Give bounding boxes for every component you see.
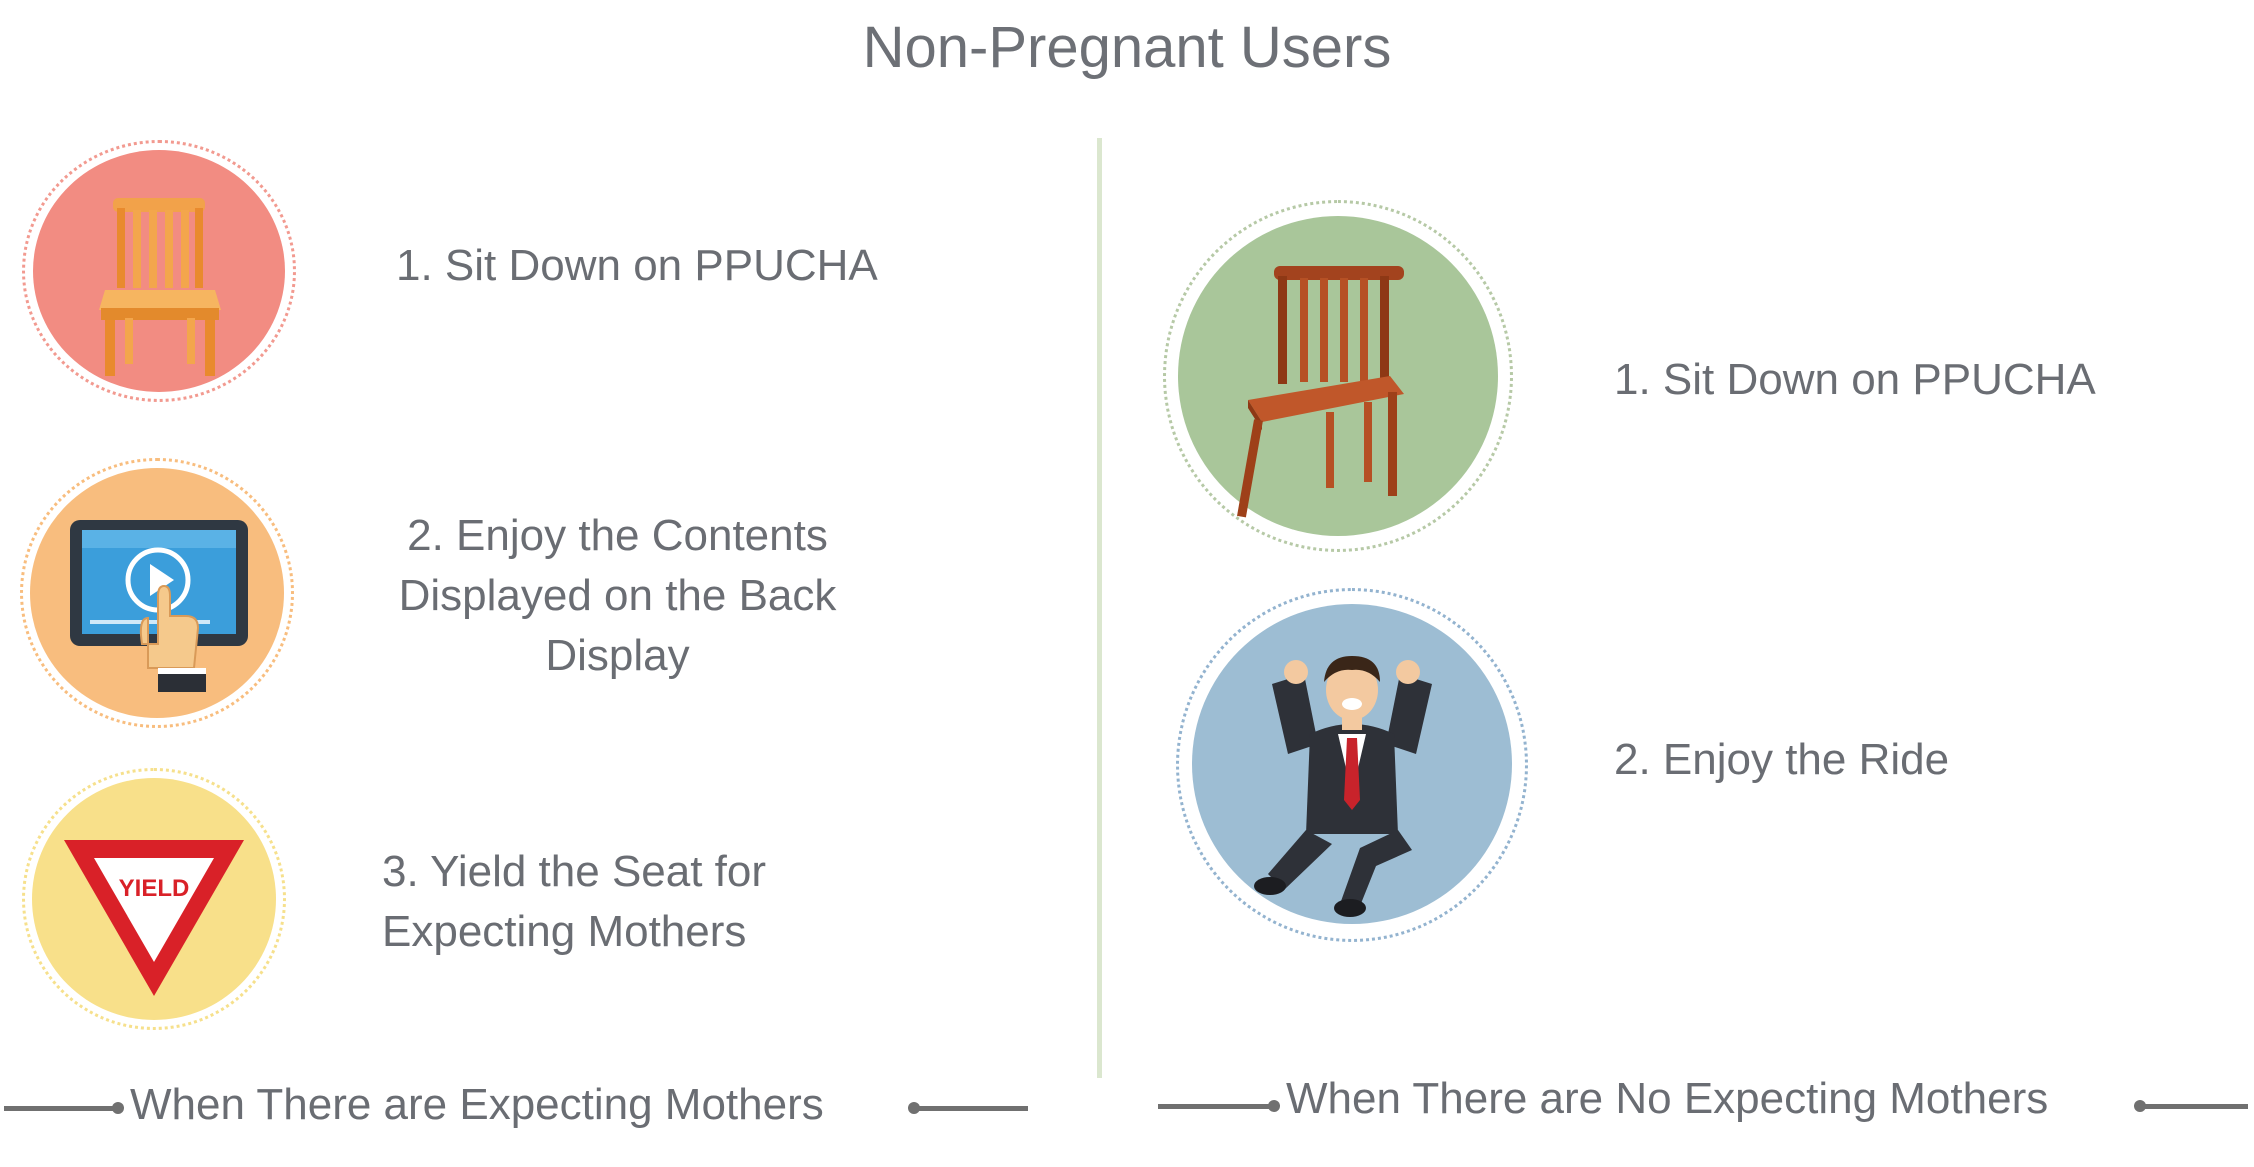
jumping-man-icon	[1192, 604, 1512, 924]
step-text: 3. Yield the Seat for Expecting Mothers	[382, 842, 766, 962]
step-text-line: 3. Yield the Seat for	[382, 847, 767, 896]
footer-line-left	[4, 1106, 116, 1111]
wooden-chair-icon	[1178, 216, 1498, 536]
step-text-line: Display	[545, 631, 690, 680]
step-text-line: Expecting Mothers	[382, 907, 747, 956]
step-text: 1. Sit Down on PPUCHA	[1614, 355, 2096, 404]
step-text-line: 2. Enjoy the Contents	[407, 511, 828, 560]
footer-line-right	[914, 1106, 1028, 1111]
step-ring	[1163, 200, 1513, 552]
tablet-touch-icon	[30, 468, 284, 718]
yield-sign-icon: YIELD	[32, 778, 276, 1020]
wooden-chair-icon	[33, 150, 285, 392]
footer-line-left	[1158, 1104, 1274, 1109]
footer-line-right	[2140, 1104, 2248, 1109]
footer-dot	[112, 1102, 124, 1114]
panel-divider	[1097, 138, 1102, 1078]
step-ring	[1176, 588, 1528, 942]
step-ring	[20, 458, 294, 728]
page-title: Non-Pregnant Users	[862, 15, 1392, 80]
step-ring	[22, 768, 286, 1030]
step-text: 1. Sit Down on PPUCHA	[396, 241, 878, 290]
footer-label: When There are No Expecting Mothers	[1286, 1074, 2049, 1123]
step-ring	[22, 140, 296, 402]
yield-sign-text: YIELD	[119, 875, 190, 902]
footer-label: When There are Expecting Mothers	[130, 1080, 824, 1129]
footer-dot	[1268, 1100, 1280, 1112]
step-text: 2. Enjoy the Contents Displayed on the B…	[380, 506, 855, 686]
step-text: 2. Enjoy the Ride	[1614, 735, 1950, 784]
step-text-line: Displayed on the Back	[398, 571, 837, 620]
